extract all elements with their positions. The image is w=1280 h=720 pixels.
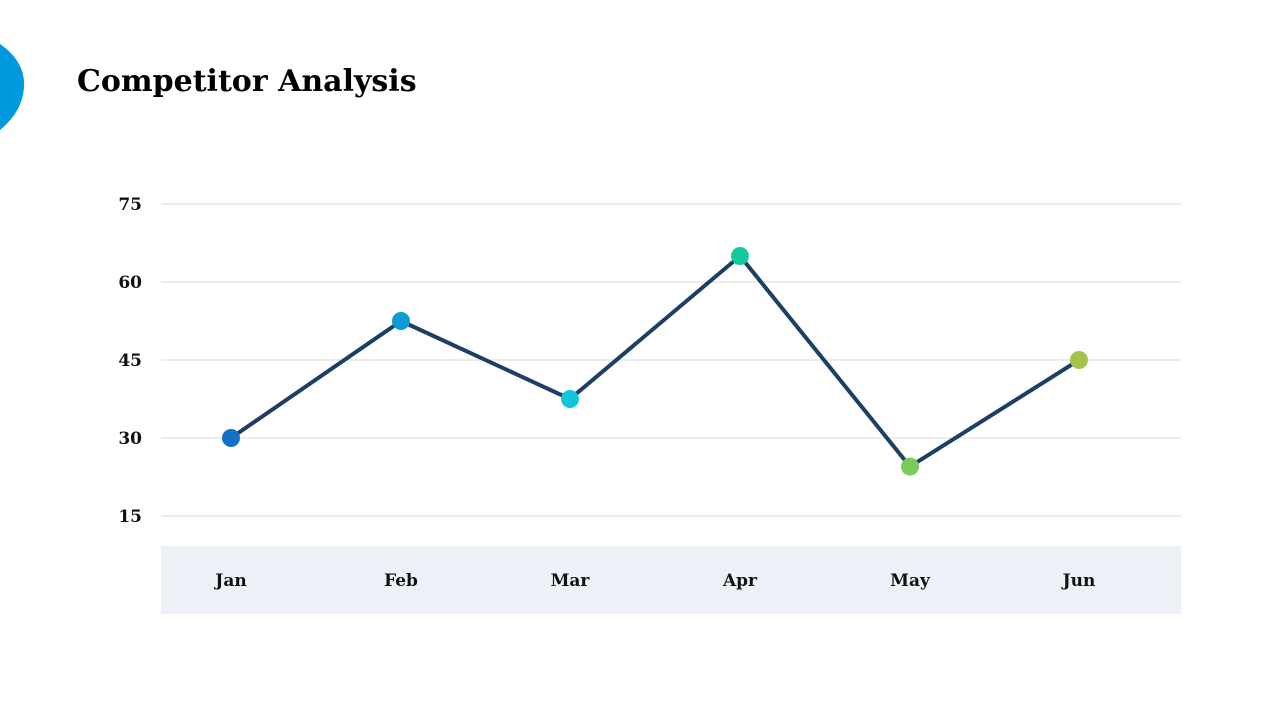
x-tick-label-mar: Mar (551, 571, 591, 591)
y-tick-label: 60 (118, 273, 142, 293)
data-point-jan (222, 429, 240, 447)
series-line-layer (229, 254, 1081, 469)
y-axis-ticks: 75 60 45 30 15 (118, 195, 142, 527)
data-point-mar (561, 390, 579, 408)
corner-accent-shape (0, 44, 25, 130)
y-tick-label: 45 (118, 351, 142, 371)
x-tick-label-feb: Feb (384, 571, 418, 591)
x-axis-ticks: Jan Feb Mar Apr May Jun (213, 571, 1095, 591)
y-tick-label: 15 (118, 507, 142, 527)
x-tick-label-jun: Jun (1061, 571, 1096, 591)
series-line (229, 254, 1081, 469)
grid-layer (161, 203, 1181, 517)
category-band (161, 546, 1181, 614)
y-tick-label: 75 (118, 195, 142, 215)
page-title: Competitor Analysis (77, 64, 417, 99)
data-point-feb (392, 312, 410, 330)
data-point-jun (1070, 351, 1088, 369)
y-tick-label: 30 (118, 429, 142, 449)
corner-accent-path (0, 44, 25, 130)
x-tick-label-may: May (890, 571, 931, 591)
data-point-apr (731, 247, 749, 265)
data-point-may (901, 457, 919, 476)
data-points (222, 247, 1088, 476)
x-tick-label-jan: Jan (213, 571, 246, 591)
x-tick-label-apr: Apr (722, 571, 758, 591)
